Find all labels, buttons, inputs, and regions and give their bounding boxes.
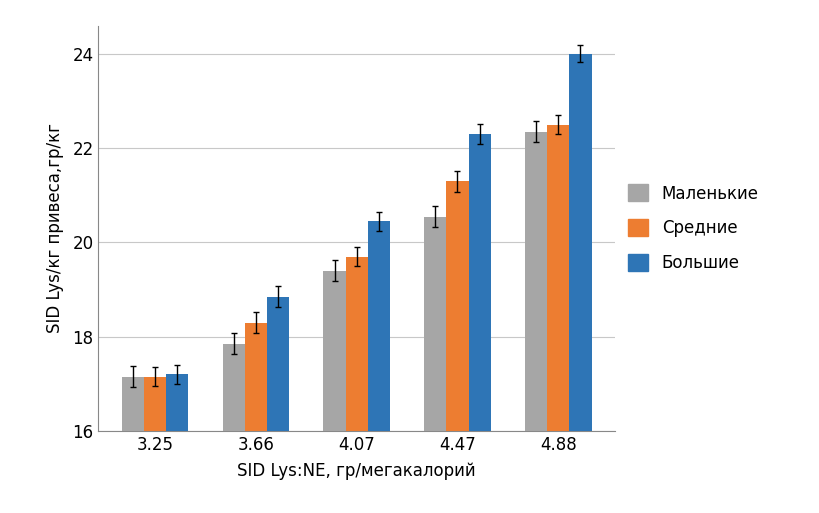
Bar (524, 132, 546, 513)
Legend: Маленькие, Средние, Большие: Маленькие, Средние, Большие (627, 184, 758, 272)
Bar (423, 216, 446, 513)
Bar (144, 377, 166, 513)
Bar (223, 344, 245, 513)
Bar (446, 181, 468, 513)
Bar (368, 221, 390, 513)
Bar (122, 377, 144, 513)
Bar (166, 374, 188, 513)
Bar (267, 297, 289, 513)
Y-axis label: SID Lys/кг привеса,гр/кг: SID Lys/кг привеса,гр/кг (46, 123, 64, 333)
Bar (323, 271, 345, 513)
X-axis label: SID Lys:NE, гр/мегакалорий: SID Lys:NE, гр/мегакалорий (237, 462, 476, 480)
Bar (468, 134, 490, 513)
Bar (568, 54, 590, 513)
Bar (345, 256, 368, 513)
Bar (546, 125, 568, 513)
Bar (245, 323, 267, 513)
